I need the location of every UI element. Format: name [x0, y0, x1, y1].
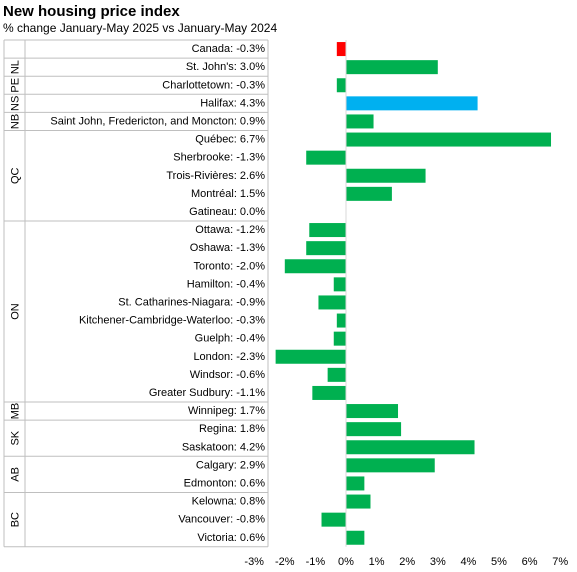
bar-london	[275, 349, 346, 364]
bar-vancouver	[321, 512, 346, 527]
x-tick-label: 3%	[430, 556, 446, 568]
chart-subtitle: % change January-May 2025 vs January-May…	[3, 21, 278, 35]
bar-regina	[346, 422, 402, 437]
bar-charlottetown	[336, 78, 346, 93]
category-label-regina: Regina: 1.8%	[199, 423, 265, 435]
x-tick-label: 7%	[552, 556, 568, 568]
bar-kitchener-cambridge-waterloo	[336, 313, 346, 328]
category-label-victoria: Victoria: 0.6%	[197, 532, 265, 544]
bar-kelowna	[346, 494, 371, 509]
category-label-edmonton: Edmonton: 0.6%	[184, 477, 266, 489]
bar-windsor	[327, 367, 346, 382]
category-label-hamilton: Hamilton: -0.4%	[187, 278, 265, 290]
category-label-kitchener-cambridge-waterloo: Kitchener-Cambridge-Waterloo: -0.3%	[79, 315, 265, 327]
category-label-st-catharines-niagara: St. Catharines-Niagara: -0.9%	[118, 296, 265, 308]
bar-ottawa	[309, 223, 346, 238]
bar-edmonton	[346, 476, 365, 491]
x-tick-label: 4%	[460, 556, 476, 568]
group-label-qc: QC	[10, 167, 22, 184]
bar-toronto	[284, 259, 346, 274]
x-tick-label: -1%	[306, 556, 326, 568]
group-label-on: ON	[10, 303, 22, 320]
category-label-trois-rivi-res: Trois-Rivières: 2.6%	[166, 170, 265, 182]
bar-saint-john-fredericton-and-moncton	[346, 114, 374, 129]
x-tick-label: 1%	[369, 556, 385, 568]
category-label-gatineau: Gatineau: 0.0%	[189, 206, 265, 218]
bar-hamilton	[333, 277, 346, 292]
bar-trois-rivi-res	[346, 168, 426, 183]
category-label-saint-john-fredericton-and-moncton: Saint John, Fredericton, and Moncton: 0.…	[50, 115, 265, 127]
category-label-ottawa: Ottawa: -1.2%	[195, 224, 265, 236]
bar-saskatoon	[346, 440, 475, 455]
bar-halifax	[346, 96, 478, 111]
bar-oshawa	[306, 241, 346, 256]
category-label-montr-al: Montréal: 1.5%	[191, 188, 265, 200]
category-label-toronto: Toronto: -2.0%	[193, 260, 265, 272]
group-label-mb: MB	[10, 403, 22, 420]
category-label-greater-sudbury: Greater Sudbury: -1.1%	[149, 387, 265, 399]
category-label-charlottetown: Charlottetown: -0.3%	[162, 79, 265, 91]
group-label-ab: AB	[10, 467, 22, 482]
category-label-guelph: Guelph: -0.4%	[195, 333, 266, 345]
category-label-winnipeg: Winnipeg: 1.7%	[188, 405, 265, 417]
category-label-sherbrooke: Sherbrooke: -1.3%	[173, 152, 265, 164]
bar-montr-al	[346, 186, 392, 201]
category-label-st-john-s: St. John's: 3.0%	[186, 61, 265, 73]
group-label-nl: NL	[10, 60, 22, 74]
bar-victoria	[346, 530, 365, 545]
x-tick-label: 5%	[491, 556, 507, 568]
bar-winnipeg	[346, 404, 399, 419]
bar-greater-sudbury	[312, 385, 346, 400]
bar-canada	[336, 42, 346, 57]
category-label-canada: Canada: -0.3%	[192, 43, 266, 55]
bar-qu-bec	[346, 132, 552, 147]
group-label-bc: BC	[10, 512, 22, 527]
x-tick-label: 6%	[522, 556, 538, 568]
group-label-nb: NB	[10, 114, 22, 129]
category-label-halifax: Halifax: 4.3%	[200, 97, 265, 109]
category-label-london: London: -2.3%	[193, 351, 265, 363]
x-tick-label: 0%	[338, 556, 354, 568]
bar-st-catharines-niagara	[318, 295, 346, 310]
category-label-saskatoon: Saskatoon: 4.2%	[182, 441, 265, 453]
x-tick-label: 2%	[399, 556, 415, 568]
x-tick-label: -3%	[244, 556, 264, 568]
bar-st-john-s	[346, 60, 438, 75]
group-label-pe: PE	[10, 78, 22, 93]
x-tick-label: -2%	[275, 556, 295, 568]
chart-title: New housing price index	[3, 3, 180, 20]
category-label-kelowna: Kelowna: 0.8%	[192, 496, 266, 508]
group-label-ns: NS	[10, 96, 22, 111]
category-label-oshawa: Oshawa: -1.3%	[190, 242, 265, 254]
bar-guelph	[333, 331, 346, 346]
bar-sherbrooke	[306, 150, 346, 165]
category-label-calgary: Calgary: 2.9%	[196, 459, 265, 471]
group-label-sk: SK	[10, 430, 22, 445]
category-label-vancouver: Vancouver: -0.8%	[178, 514, 265, 526]
category-label-qu-bec: Québec: 6.7%	[195, 134, 265, 146]
bar-calgary	[346, 458, 435, 473]
category-label-windsor: Windsor: -0.6%	[190, 369, 265, 381]
